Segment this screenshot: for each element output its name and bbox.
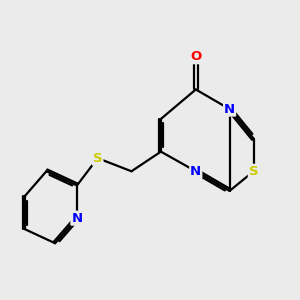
Text: S: S (93, 152, 103, 165)
Text: N: N (71, 212, 82, 225)
Text: N: N (224, 103, 235, 116)
Text: S: S (249, 165, 258, 178)
Text: O: O (190, 50, 201, 63)
Text: N: N (190, 165, 201, 178)
